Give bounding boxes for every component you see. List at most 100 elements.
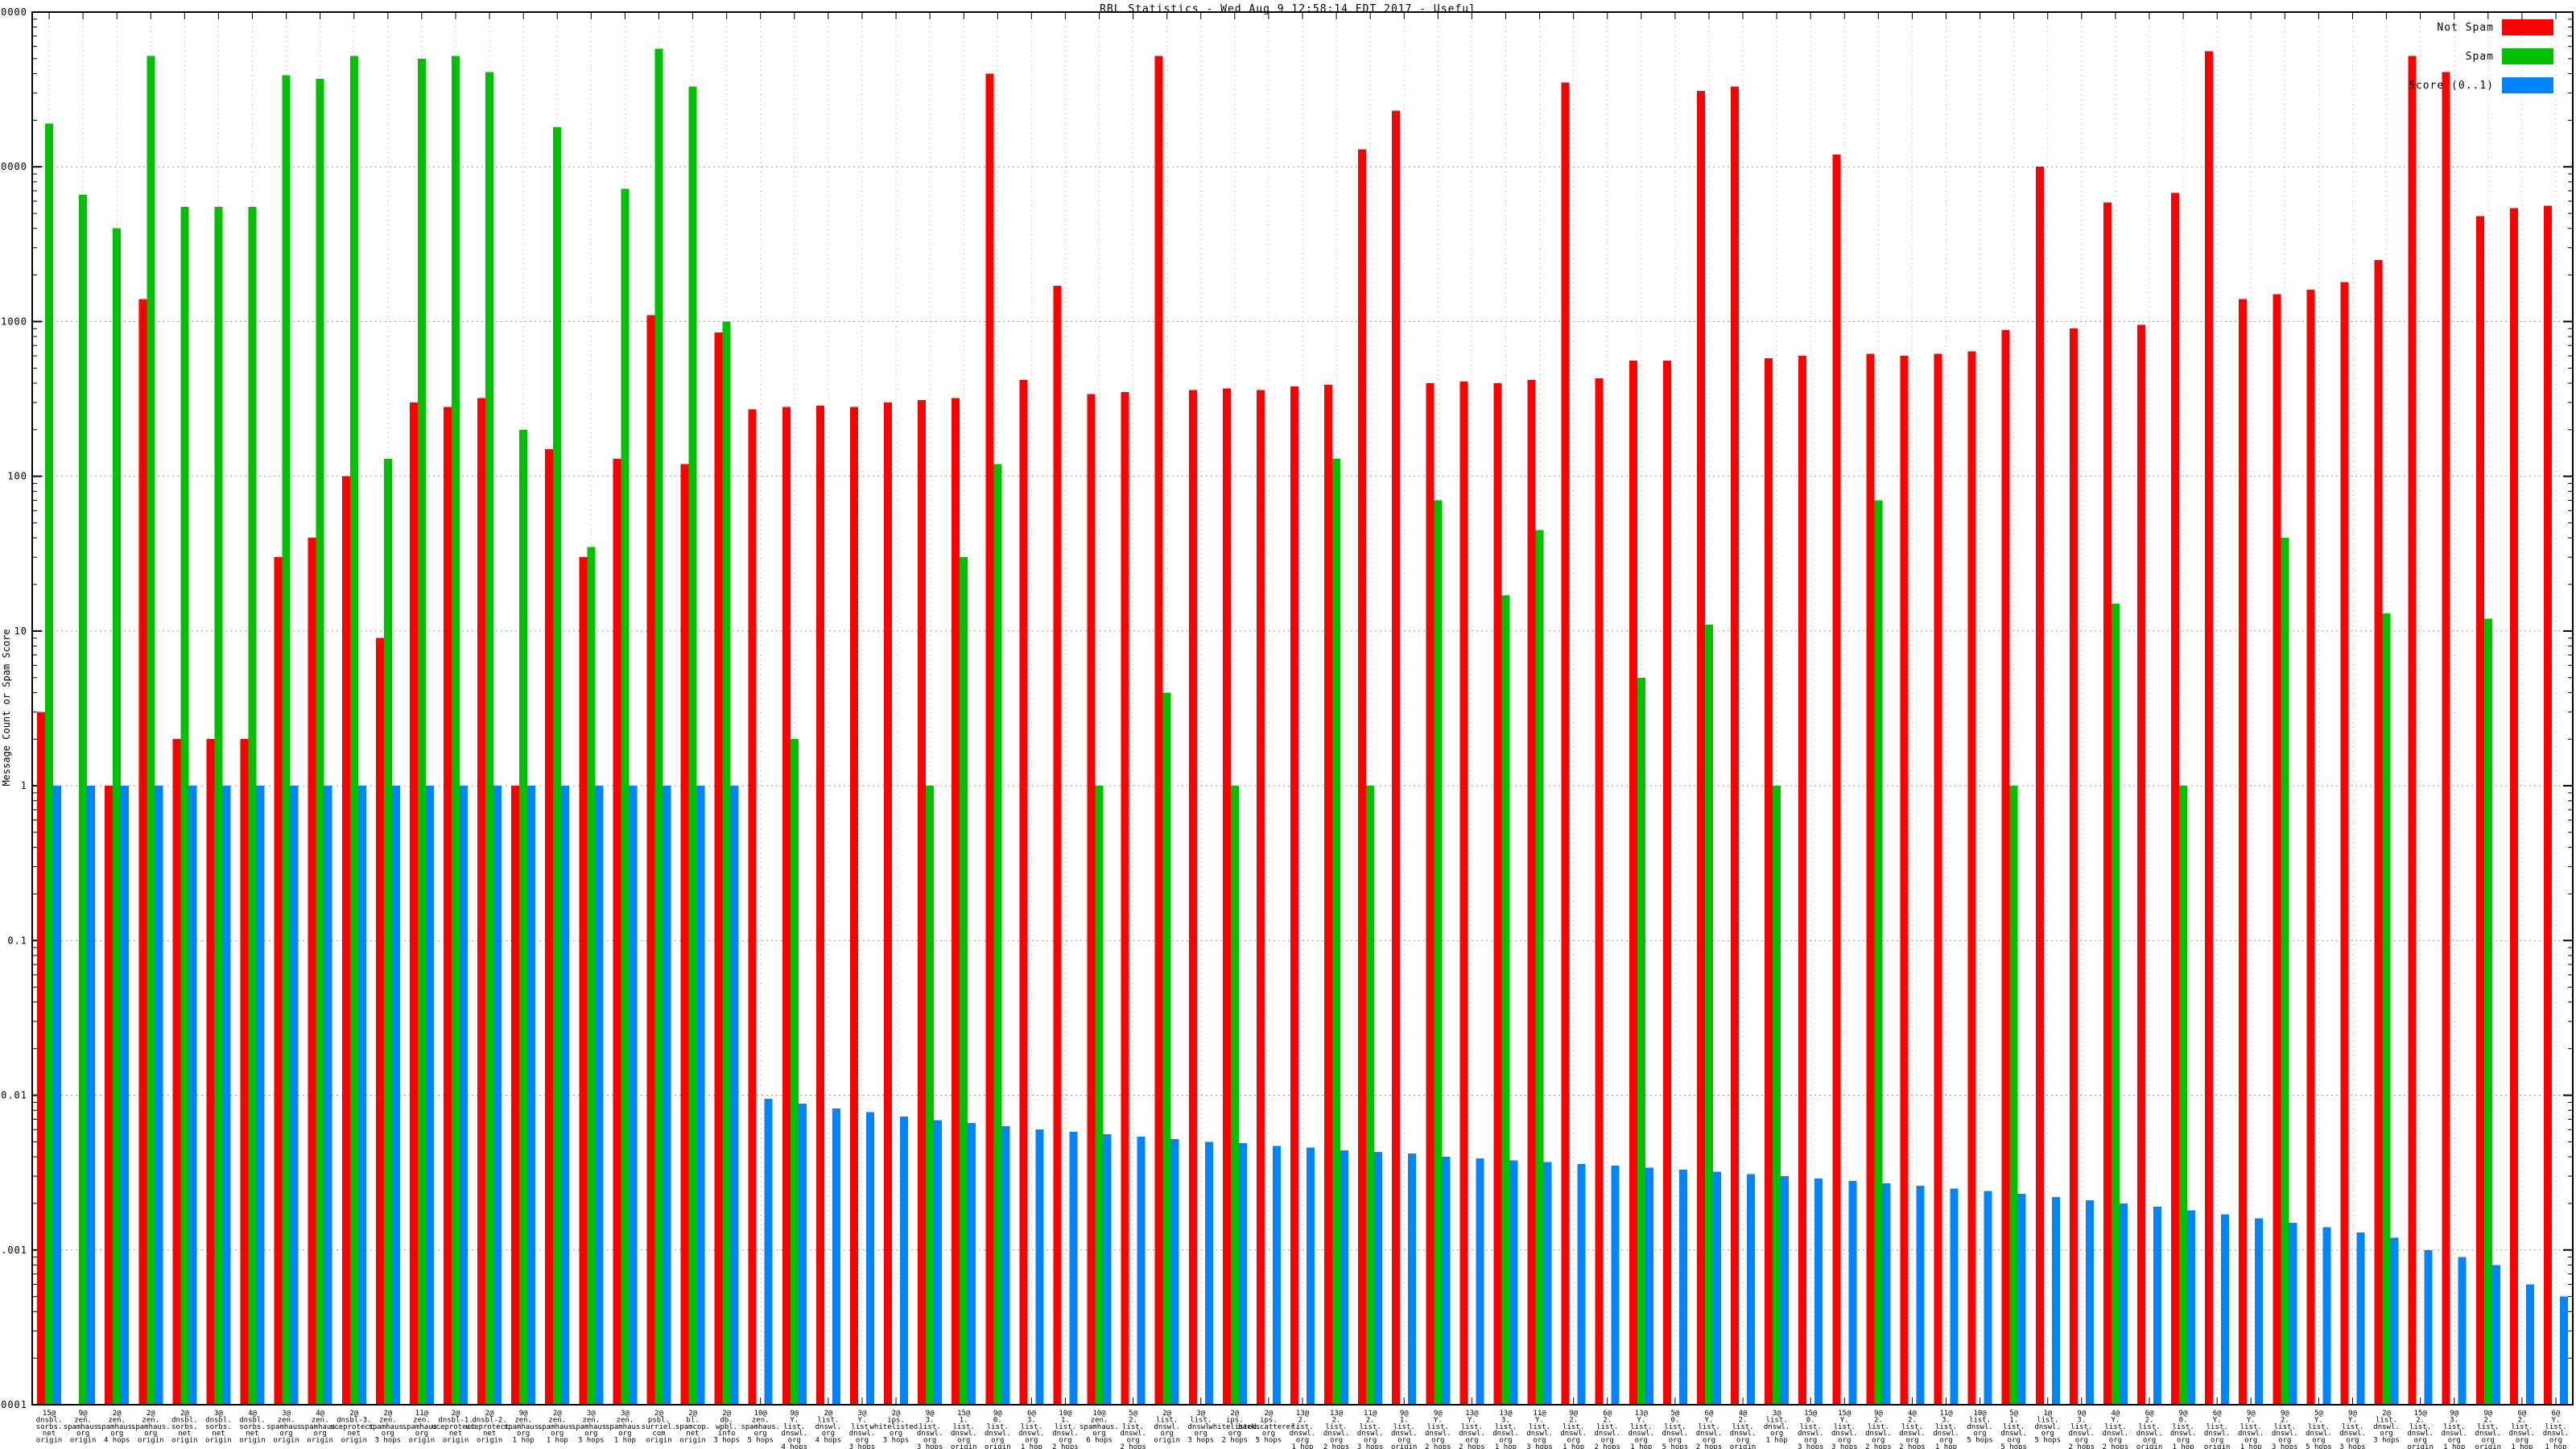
- bar-score: [1848, 1180, 1857, 1405]
- bar-not-spam: [985, 73, 994, 1405]
- bar-not-spam: [1053, 286, 1062, 1406]
- x-tick-label: 15@ Y. list. dnswl. org 3 hops: [1831, 1410, 1858, 1449]
- x-tick-label: 9@ 3. list. dnswl. org 1 hop: [2441, 1410, 2467, 1449]
- bar-not-spam: [646, 315, 655, 1406]
- x-tick-label: 3@ zen. spamhaus. org 1 hop: [605, 1410, 645, 1445]
- bar-spam: [1366, 786, 1375, 1405]
- x-tick-label: 4@ 2. list. dnswl. org origin: [1730, 1410, 1757, 1449]
- bar-score: [1950, 1188, 1959, 1405]
- y-tick-label: 10: [14, 625, 27, 637]
- y-tick-label: 1000: [1, 316, 27, 327]
- bar-score: [1103, 1133, 1112, 1405]
- x-tick-label: 6@ 3. list. dnswl. org 1 hop: [1018, 1410, 1045, 1449]
- x-tick-label: 10@ list. dnswl. org 5 hops: [1967, 1410, 1993, 1445]
- bar-not-spam: [1426, 382, 1435, 1405]
- bar-not-spam: [1358, 149, 1367, 1405]
- x-tick-label: 2@ dnsbl-3. uceprotect. net origin: [330, 1410, 378, 1445]
- y-tick-label: 100000: [0, 6, 27, 18]
- x-tick-label: 5@ 2. list. dnswl. org 2 hops: [1120, 1410, 1146, 1449]
- x-tick-label: 15@ 2. list. dnswl. org origin: [2407, 1410, 2434, 1449]
- bar-not-spam: [511, 786, 520, 1405]
- x-tick-label: 5@ Y. list. dnswl. org 5 hops: [2306, 1410, 2332, 1449]
- bar-not-spam: [138, 299, 147, 1406]
- bar-score: [155, 786, 163, 1405]
- legend-item: Not Spam: [2409, 19, 2553, 35]
- bar-not-spam: [2273, 294, 2281, 1405]
- bar-spam: [1874, 500, 1883, 1405]
- y-tick-label: 0.0001: [0, 1399, 27, 1410]
- x-tick-label: 9@ Y. list. dnswl. org 1 hop: [2238, 1410, 2264, 1449]
- bar-spam: [45, 123, 54, 1405]
- x-tick-label: 10@ zen. spamhaus. org 6 hops: [1080, 1410, 1119, 1445]
- bar-spam: [383, 458, 392, 1406]
- bar-score: [1442, 1157, 1451, 1405]
- bar-score: [493, 786, 502, 1405]
- bar-not-spam: [815, 406, 824, 1406]
- bar-score: [1137, 1136, 1146, 1405]
- bar-not-spam: [1866, 353, 1875, 1406]
- x-tick-label: 9@ Y. list. dnswl. org 3 hops: [2339, 1410, 2366, 1449]
- x-tick-label: 13@ 2. list. dnswl. org 2 hops: [1323, 1410, 1350, 1449]
- x-tick-label: 1@ list. dnswl. org 5 hops: [2035, 1410, 2062, 1445]
- bar-score: [764, 1098, 773, 1405]
- x-tick-label: 9@ 0. list. dnswl. org origin: [985, 1410, 1011, 1449]
- bar-not-spam: [409, 402, 418, 1405]
- y-tick-label: 100: [7, 471, 27, 482]
- bar-not-spam: [613, 458, 621, 1406]
- bar-not-spam: [274, 557, 283, 1406]
- x-tick-label: 11@ 3. list. dnswl. org 1 hop: [1933, 1410, 1959, 1449]
- x-tick-label: 9@ 2. list. dnswl. org 3 hops: [2272, 1410, 2298, 1449]
- x-tick-label: 6@ 2. list. dnswl. org 2 hops: [1594, 1410, 1620, 1449]
- bar-spam: [180, 207, 189, 1406]
- bar-score: [2356, 1232, 2365, 1405]
- bar-score: [1069, 1132, 1078, 1405]
- bar-spam: [2111, 604, 2120, 1405]
- bar-score: [900, 1116, 909, 1405]
- bar-spam: [1773, 786, 1781, 1405]
- x-tick-label: 10@ 1. list. dnswl. org 2 hops: [1052, 1410, 1079, 1449]
- bar-score: [798, 1104, 807, 1405]
- legend-label-spam: Spam: [2465, 50, 2494, 63]
- bar-score: [1170, 1139, 1179, 1405]
- bar-score: [2289, 1222, 2297, 1405]
- bar-spam: [113, 228, 122, 1406]
- bar-not-spam: [105, 786, 114, 1405]
- bar-score: [1204, 1141, 1213, 1405]
- bar-not-spam: [1561, 82, 1570, 1405]
- x-tick-label: 3@ zen. spamhaus. org 3 hops: [572, 1410, 611, 1445]
- bar-score: [2390, 1237, 2399, 1405]
- bar-not-spam: [884, 402, 893, 1405]
- bar-spam: [2179, 786, 2188, 1405]
- bar-spam: [1501, 595, 1510, 1405]
- x-tick-label: 5@ 1. list. dnswl. org 5 hops: [2000, 1410, 2027, 1449]
- x-tick-label: 2@ psbl. surriel. com origin: [642, 1410, 676, 1445]
- x-tick-label: 15@ 1. list. dnswl. org origin: [951, 1410, 977, 1449]
- bar-spam: [926, 786, 935, 1405]
- x-tick-label: 3@ list. dnswl. org 3 hops: [1188, 1410, 1215, 1445]
- bar-not-spam: [849, 407, 858, 1406]
- legend-item: Score (0..1): [2409, 77, 2553, 93]
- bar-score: [629, 786, 638, 1405]
- bar-score: [1882, 1183, 1891, 1405]
- bar-not-spam: [680, 464, 689, 1405]
- bar-not-spam: [1900, 356, 1909, 1405]
- bar-score: [1238, 1143, 1247, 1405]
- x-tick-label: 6@ Y. list. dnswl. org 2 hops: [1696, 1410, 1723, 1449]
- bar-spam: [587, 547, 596, 1406]
- bar-score: [1577, 1163, 1586, 1405]
- bar-not-spam: [172, 739, 181, 1405]
- bar-score: [391, 786, 400, 1405]
- y-tick-label: 10000: [0, 161, 27, 172]
- x-tick-label: 5@ 0. list. dnswl. org 5 hops: [1662, 1410, 1689, 1449]
- x-tick-label: 9@ zen. spamhaus. org origin: [64, 1410, 103, 1445]
- bar-score: [595, 786, 604, 1405]
- x-tick-label: 11@ Y. list. dnswl. org 3 hops: [1526, 1410, 1553, 1449]
- bar-spam: [452, 56, 460, 1406]
- bar-spam: [282, 75, 291, 1406]
- bar-spam: [993, 464, 1002, 1405]
- x-tick-label: 4@ zen. spamhaus. org origin: [300, 1410, 340, 1445]
- bar-not-spam: [1967, 351, 1976, 1406]
- bar-score: [2525, 1284, 2534, 1405]
- x-tick-label: 9@ 2. list. dnswl. org origin: [2475, 1410, 2502, 1449]
